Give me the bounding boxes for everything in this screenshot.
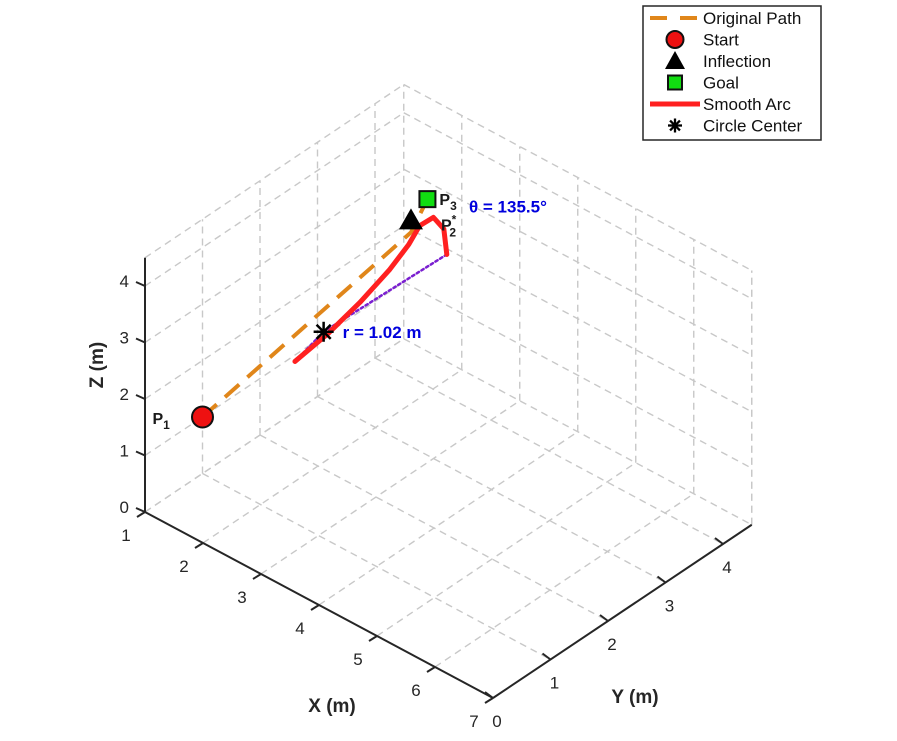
- grid-line: [434, 493, 695, 668]
- legend-label: Original Path: [703, 9, 801, 28]
- goal-marker: [418, 190, 437, 209]
- legend-label: Circle Center: [703, 117, 803, 136]
- data-markers: [191, 190, 437, 429]
- x-tick-mark: [484, 697, 494, 704]
- start-marker: [191, 405, 214, 429]
- x-tick-label: 4: [295, 619, 304, 638]
- grid-line: [144, 168, 405, 344]
- legend-item-smooth-arc: Smooth Arc: [650, 95, 791, 114]
- x-tick-mark: [252, 573, 262, 580]
- legend-item-inflection: Inflection: [665, 51, 771, 71]
- grid-line: [202, 472, 551, 661]
- y-tick-mark: [599, 614, 609, 622]
- y-tick-mark: [484, 691, 494, 699]
- grid-line: [202, 369, 463, 544]
- grid-line: [259, 434, 609, 622]
- legend-label: Smooth Arc: [703, 95, 791, 114]
- z-tick-label: 1: [120, 442, 129, 461]
- legend-item-goal: Goal: [667, 74, 739, 93]
- legend-item-circle-center: Circle Center: [668, 117, 803, 136]
- grid-line: [403, 83, 753, 272]
- x-axis-label: X (m): [308, 696, 356, 717]
- grid-line: [403, 281, 753, 469]
- x-tick-label: 3: [237, 588, 246, 607]
- y-axis-label: Y (m): [611, 687, 658, 708]
- z-tick-mark: [135, 450, 146, 457]
- x-tick-label: 6: [411, 681, 420, 700]
- p2-label: P* 2: [441, 212, 457, 239]
- z-tick-label: 2: [120, 385, 129, 404]
- grid-line: [403, 225, 753, 413]
- grid-line: [144, 112, 405, 287]
- grid-line: [403, 112, 753, 300]
- data-series: [201, 198, 450, 419]
- legend-box: [642, 5, 822, 141]
- z-tick-label: 4: [120, 272, 129, 291]
- x-tick-mark: [136, 511, 146, 518]
- legend-item-start: Start: [665, 30, 739, 50]
- original-path-line: [201, 198, 430, 419]
- grid-lines: [144, 83, 753, 699]
- grid-line: [374, 357, 724, 545]
- inflection-marker: [398, 208, 423, 230]
- legend-label: Inflection: [703, 52, 771, 71]
- y-tick-label: 4: [722, 558, 731, 577]
- x-tick-label: 2: [179, 557, 188, 576]
- grid-line: [144, 338, 405, 513]
- legend-swatch: [669, 119, 681, 132]
- x-tick-mark: [194, 542, 204, 549]
- x-tick-mark: [368, 635, 378, 642]
- p3-label: P3: [439, 192, 457, 213]
- legend-swatch: [665, 51, 685, 69]
- grid-line: [317, 395, 666, 584]
- y-tick-label: 0: [492, 712, 501, 731]
- y-axis-line: [492, 523, 753, 699]
- axes: [135, 257, 753, 704]
- x-tick-label: 1: [121, 526, 130, 545]
- x-tick-mark: [426, 666, 436, 673]
- grid-line: [144, 83, 405, 259]
- y-tick-label: 1: [550, 674, 559, 693]
- grid-line: [144, 281, 405, 457]
- grid-line: [403, 338, 753, 526]
- p1-label: P1: [153, 411, 171, 432]
- radius-annotation: r = 1.02 m: [343, 323, 422, 342]
- circle-center-marker-stroke: [315, 323, 332, 340]
- grid-line: [318, 431, 579, 606]
- legend-swatch: [665, 30, 685, 49]
- grid-line: [260, 400, 521, 575]
- z-tick-label: 0: [120, 498, 129, 517]
- theta-annotation: θ = 135.5°: [469, 197, 547, 216]
- x-tick-label: 5: [353, 650, 362, 669]
- y-tick-label: 3: [665, 597, 674, 616]
- z-axis-label: Z (m): [87, 342, 108, 388]
- y-tick-label: 2: [607, 635, 616, 654]
- z-tick-label: 3: [120, 329, 129, 348]
- x-tick-label: 7: [469, 712, 478, 731]
- z-tick-mark: [135, 281, 146, 287]
- y-tick-mark: [714, 537, 724, 545]
- z-tick-mark: [135, 507, 146, 513]
- z-tick-mark: [135, 337, 146, 344]
- legend: Original Path Start Inflection Goal Smooth A…: [642, 5, 822, 141]
- circle-center-marker: [313, 321, 334, 342]
- z-tick-mark: [135, 394, 146, 400]
- grid-line: [403, 168, 753, 356]
- legend-swatch: [667, 74, 683, 91]
- annotations: P1 P* 2P3 θ = 135.5° r = 1.02 m: [153, 192, 548, 432]
- y-tick-mark: [541, 652, 552, 661]
- x-tick-mark: [310, 604, 320, 611]
- legend-label: Goal: [703, 74, 739, 93]
- grid-line: [376, 462, 637, 637]
- smooth-arc-line: [292, 214, 450, 364]
- legend-item-original-path: Original Path: [650, 9, 801, 28]
- grid-line: [144, 225, 405, 400]
- legend-label: Start: [703, 31, 739, 50]
- y-tick-mark: [656, 575, 667, 584]
